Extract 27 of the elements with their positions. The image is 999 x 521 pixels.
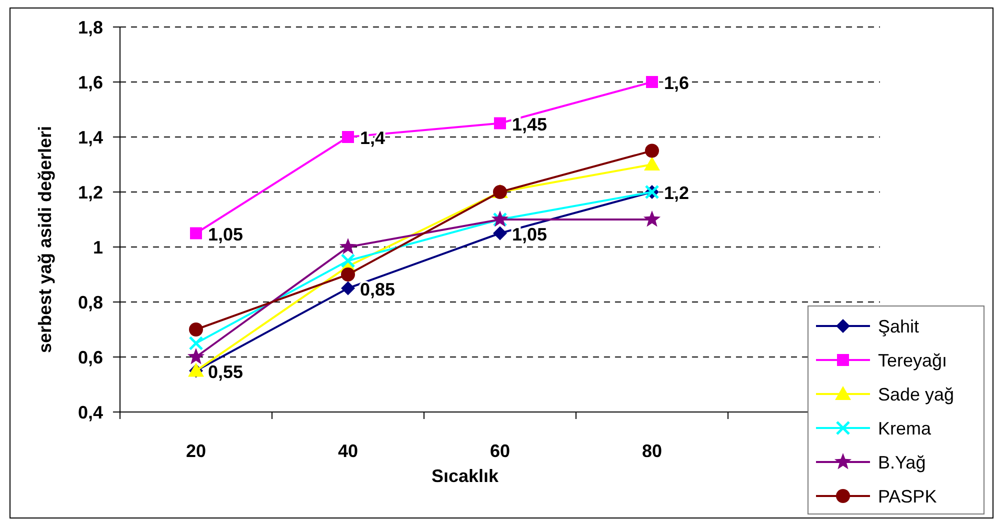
x-tick-label: 20 <box>186 441 206 461</box>
legend-label: Sade yağ <box>878 384 954 404</box>
y-tick-label: 1,8 <box>78 17 103 38</box>
y-tick-label: 1,6 <box>78 72 103 92</box>
y-axis-title: serbest yağ asidi değerleri <box>35 126 55 354</box>
data-label: 1,2 <box>664 183 690 203</box>
x-tick-label: 60 <box>490 441 510 461</box>
data-label: 1,05 <box>512 224 548 244</box>
legend-label: Şahit <box>878 316 920 336</box>
legend-label: PASPK <box>878 486 937 506</box>
data-label: 1,6 <box>664 73 690 93</box>
x-axis-title: Sıcaklık <box>431 466 500 486</box>
y-tick-label: 1,2 <box>78 182 103 202</box>
legend-label: Tereyağı <box>878 350 948 370</box>
y-tick-label: 0,4 <box>78 402 103 422</box>
x-tick-label: 40 <box>338 441 358 461</box>
y-tick-label: 0,6 <box>78 347 103 368</box>
data-label: 0,55 <box>208 362 244 382</box>
y-tick-label: 1,4 <box>78 127 103 148</box>
data-label: 1,45 <box>512 114 548 134</box>
y-tick-label: 1 <box>92 237 103 258</box>
data-label: 0,85 <box>360 279 396 300</box>
legend-label: Krema <box>878 418 932 438</box>
data-label: 1,05 <box>208 224 244 244</box>
y-tick-label: 0,8 <box>78 292 103 312</box>
x-tick-label: 80 <box>642 441 662 461</box>
legend-label: B.Yağ <box>878 452 926 472</box>
